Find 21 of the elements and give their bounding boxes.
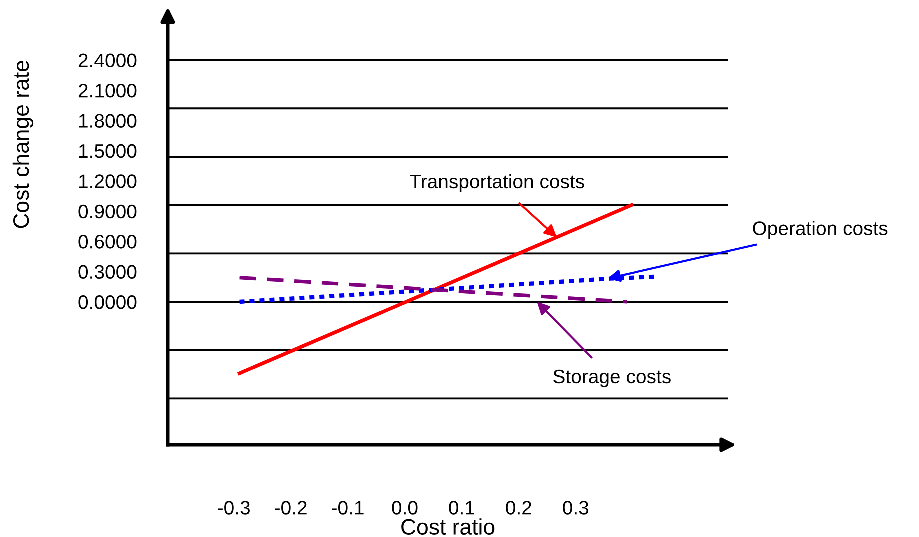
- annotation: Operation costs: [753, 221, 888, 240]
- y-tick-label: 0.3000: [78, 265, 137, 280]
- y-tick-label: 1.5000: [79, 144, 137, 158]
- x-tick-label: 0.2: [506, 501, 532, 515]
- x-tick-label: -0.1: [332, 501, 364, 515]
- y-tick-label: 0.0000: [78, 295, 137, 310]
- x-tick-label: 0.1: [449, 501, 475, 515]
- x-tick-label: 0.3: [563, 501, 589, 515]
- y-tick-label: 2.4000: [78, 54, 137, 68]
- y-tick-label: 1.2000: [79, 174, 137, 188]
- y-tick-label: 0.9000: [78, 204, 137, 219]
- x-tick-label: -0.2: [275, 501, 307, 515]
- annotation: Transportation costs: [410, 174, 584, 192]
- annotation: Storage costs: [554, 370, 671, 388]
- x-tick-label: -0.3: [218, 501, 250, 515]
- y-axis-title: Cost change rate: [12, 61, 34, 228]
- y-tick-label: 1.8000: [79, 114, 137, 128]
- x-axis-title: Cost ratio: [402, 518, 495, 536]
- x-tick-label: 0.0: [392, 501, 418, 515]
- y-tick-label: 0.6000: [78, 235, 137, 249]
- y-tick-label: 2.1000: [78, 84, 137, 98]
